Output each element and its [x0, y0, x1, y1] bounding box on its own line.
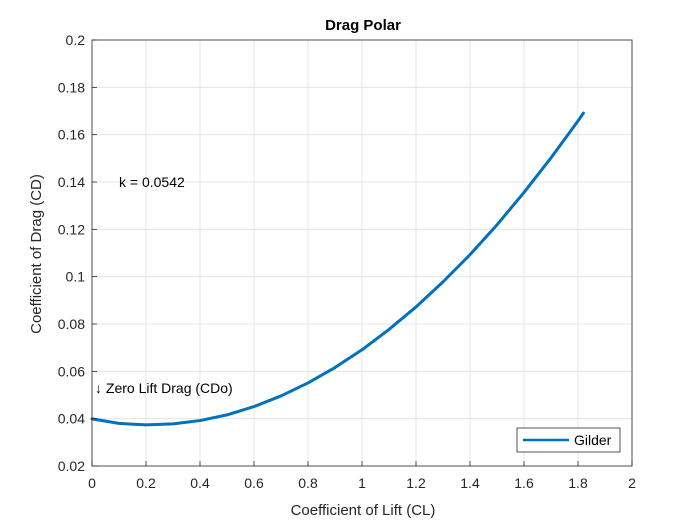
x-tick-label: 0 [88, 475, 96, 491]
x-tick-label: 0.6 [244, 475, 264, 491]
y-tick-label: 0.12 [58, 221, 85, 237]
x-tick-label: 1.4 [460, 475, 480, 491]
annotations: k = 0.0542 ↓ Zero Lift Drag (CDo) [95, 174, 233, 396]
y-tick-label: 0.14 [58, 174, 85, 190]
legend: Gilder [516, 427, 621, 453]
y-tick-label: 0.18 [58, 79, 85, 95]
x-axis-label: Coefficient of Lift (CL) [291, 502, 436, 519]
y-tick-label: 0.06 [58, 363, 85, 379]
x-tick-label: 2 [628, 475, 636, 491]
legend-label: Gilder [574, 432, 612, 448]
annotation-text: k = 0.0542 [119, 174, 185, 190]
x-tick-label: 1.2 [406, 475, 426, 491]
series-layer [90, 111, 585, 427]
y-axis-label: Coefficient of Drag (CD) [28, 174, 45, 334]
annotation-text: ↓ Zero Lift Drag (CDo) [95, 380, 233, 396]
series-line-gilder [90, 111, 585, 427]
y-tick-label: 0.16 [58, 127, 85, 143]
x-tick-label: 0.2 [136, 475, 156, 491]
x-tick-label: 1 [358, 475, 366, 491]
y-tick-label: 0.2 [66, 32, 86, 48]
y-tick-label: 0.02 [58, 458, 85, 474]
y-tick-label: 0.08 [58, 316, 85, 332]
ticks: 0 0.2 0.4 0.6 0.8 1 1.2 1.4 1.6 1.8 2 0.02 0.04 0.06 0… [58, 32, 636, 491]
x-tick-label: 0.8 [298, 475, 318, 491]
y-tick-label: 0.04 [58, 411, 85, 427]
x-tick-label: 1.6 [514, 475, 534, 491]
y-tick-label: 0.1 [66, 269, 86, 285]
x-tick-label: 1.8 [568, 475, 588, 491]
x-tick-label: 0.4 [190, 475, 210, 491]
chart-title: Drag Polar [325, 17, 401, 34]
